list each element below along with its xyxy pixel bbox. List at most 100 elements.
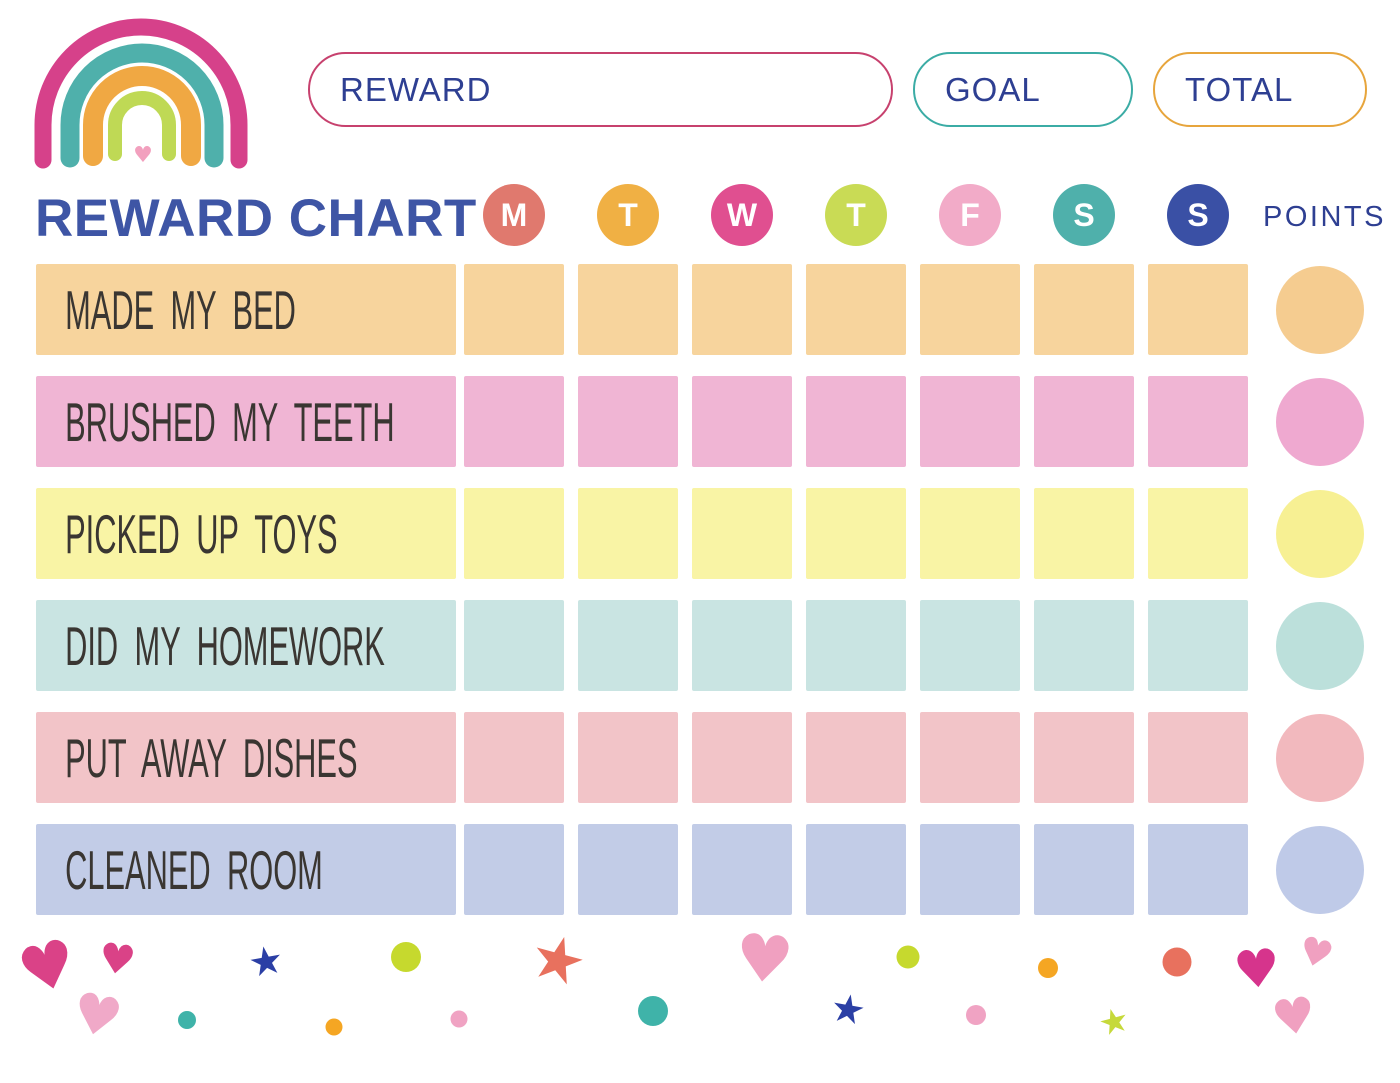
total-field[interactable]: TOTAL: [1153, 52, 1367, 127]
dot-decoration-icon: [1162, 947, 1192, 977]
dot-decoration-icon: [450, 1010, 468, 1028]
day-cell-row3-day3[interactable]: [692, 488, 792, 579]
points-circle-row1[interactable]: [1276, 266, 1364, 354]
points-circle-row6[interactable]: [1276, 826, 1364, 914]
star-decoration-icon: ★: [244, 936, 288, 988]
dot-decoration-icon: [966, 1005, 986, 1025]
day-cell-row5-day4[interactable]: [806, 712, 906, 803]
day-cell-row5-day6[interactable]: [1034, 712, 1134, 803]
day-cell-row4-day3[interactable]: [692, 600, 792, 691]
day-cell-row6-day2[interactable]: [578, 824, 678, 915]
day-letter: T: [618, 197, 638, 233]
task-label-row2: BRUSHED MY TEETH: [36, 376, 456, 467]
task-label-row1: MADE MY BED: [36, 264, 456, 355]
day-cell-row1-day4[interactable]: [806, 264, 906, 355]
reward-field-label: REWARD: [340, 70, 492, 108]
day-cell-row1-day3[interactable]: [692, 264, 792, 355]
rainbow-arc-pink: [34, 18, 248, 169]
day-cell-row6-day1[interactable]: [464, 824, 564, 915]
day-cell-row4-day4[interactable]: [806, 600, 906, 691]
day-cell-row2-day4[interactable]: [806, 376, 906, 467]
day-cell-row4-day2[interactable]: [578, 600, 678, 691]
day-circle-7: S: [1167, 184, 1229, 246]
task-text: PUT AWAY DISHES: [65, 726, 358, 789]
day-cell-row5-day5[interactable]: [920, 712, 1020, 803]
day-cell-row3-day2[interactable]: [578, 488, 678, 579]
day-cell-row4-day1[interactable]: [464, 600, 564, 691]
day-cell-row6-day4[interactable]: [806, 824, 906, 915]
page-title: REWARD CHART: [35, 189, 477, 248]
points-circle-row3[interactable]: [1276, 490, 1364, 578]
star-decoration-icon: ★: [1094, 998, 1134, 1046]
reward-field[interactable]: REWARD: [308, 52, 893, 127]
day-cell-row3-day7[interactable]: [1148, 488, 1248, 579]
day-cell-row2-day7[interactable]: [1148, 376, 1248, 467]
day-cell-row6-day5[interactable]: [920, 824, 1020, 915]
day-cell-row6-day3[interactable]: [692, 824, 792, 915]
heart-decoration-icon: ♥: [1231, 938, 1283, 1002]
day-cell-row6-day7[interactable]: [1148, 824, 1248, 915]
points-circle-row4[interactable]: [1276, 602, 1364, 690]
heart-decoration-icon: ♥: [731, 920, 797, 1000]
rainbow-arcs: [34, 18, 248, 169]
task-text: MADE MY BED: [65, 278, 296, 341]
star-decoration-icon: ★: [521, 917, 595, 1002]
day-letter: F: [960, 197, 980, 233]
star-decoration-icon: ★: [826, 984, 870, 1036]
day-letter: W: [726, 197, 758, 233]
points-circle-row5[interactable]: [1276, 714, 1364, 802]
day-cell-row4-day7[interactable]: [1148, 600, 1248, 691]
day-cell-row5-day3[interactable]: [692, 712, 792, 803]
day-cell-row2-day6[interactable]: [1034, 376, 1134, 467]
day-circle-5: F: [939, 184, 1001, 246]
day-cell-row1-day6[interactable]: [1034, 264, 1134, 355]
day-letter: T: [846, 197, 866, 233]
day-cell-row1-day1[interactable]: [464, 264, 564, 355]
heart-decoration-icon: ♥: [10, 924, 86, 1012]
day-cell-row5-day2[interactable]: [578, 712, 678, 803]
day-cell-row2-day1[interactable]: [464, 376, 564, 467]
rainbow-arc-lime: [108, 91, 176, 161]
day-cell-row2-day5[interactable]: [920, 376, 1020, 467]
task-text: BRUSHED MY TEETH: [65, 390, 395, 453]
day-cell-row1-day7[interactable]: [1148, 264, 1248, 355]
task-label-row4: DID MY HOMEWORK: [36, 600, 456, 691]
day-cell-row3-day6[interactable]: [1034, 488, 1134, 579]
day-letter: S: [1187, 197, 1209, 233]
day-cell-row1-day2[interactable]: [578, 264, 678, 355]
heart-decoration-icon: ♥: [1268, 985, 1320, 1049]
heart-decoration-icon: ♥: [1293, 927, 1339, 979]
task-text: DID MY HOMEWORK: [65, 614, 385, 677]
day-cell-row5-day1[interactable]: [464, 712, 564, 803]
day-cell-row4-day5[interactable]: [920, 600, 1020, 691]
heart-decoration-icon: ♥: [66, 979, 128, 1052]
day-cell-row5-day7[interactable]: [1148, 712, 1248, 803]
day-cell-row3-day5[interactable]: [920, 488, 1020, 579]
rainbow-logo: ♥: [33, 18, 253, 176]
heart-decoration-icon: ♥: [95, 933, 139, 986]
day-circle-4: T: [825, 184, 887, 246]
day-circle-3: W: [711, 184, 773, 246]
dot-decoration-icon: [1038, 958, 1058, 978]
logo-heart-icon: ♥: [133, 143, 153, 168]
day-cell-row6-day6[interactable]: [1034, 824, 1134, 915]
rainbow-arc-orange: [83, 66, 201, 166]
day-cell-row1-day5[interactable]: [920, 264, 1020, 355]
dot-decoration-icon: [638, 996, 668, 1026]
goal-field[interactable]: GOAL: [913, 52, 1133, 127]
day-circle-2: T: [597, 184, 659, 246]
dot-decoration-icon: [391, 942, 421, 972]
day-cell-row2-day3[interactable]: [692, 376, 792, 467]
day-cell-row3-day1[interactable]: [464, 488, 564, 579]
day-cell-row4-day6[interactable]: [1034, 600, 1134, 691]
points-circle-row2[interactable]: [1276, 378, 1364, 466]
dot-decoration-icon: [325, 1018, 343, 1036]
day-cell-row2-day2[interactable]: [578, 376, 678, 467]
day-letter: M: [500, 197, 528, 233]
dot-decoration-icon: [178, 1011, 196, 1029]
day-letter: S: [1073, 197, 1095, 233]
task-label-row6: CLEANED ROOM: [36, 824, 456, 915]
total-field-label: TOTAL: [1185, 70, 1294, 108]
day-cell-row3-day4[interactable]: [806, 488, 906, 579]
